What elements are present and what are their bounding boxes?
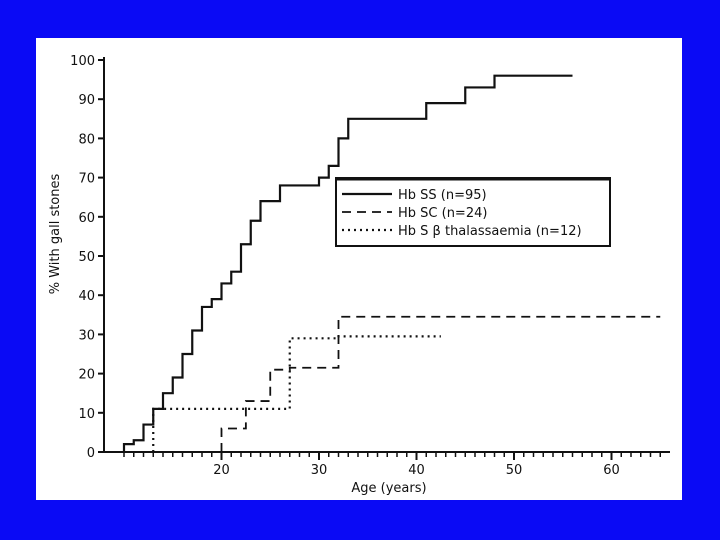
y-tick-label: 70 (78, 172, 95, 187)
x-axis-title: Age (years) (351, 481, 426, 496)
legend-entry: Hb SC (n=24) (398, 206, 487, 221)
legend-entry: Hb S β thalassaemia (n=12) (398, 224, 582, 239)
legend-box (335, 177, 611, 247)
gall-stones-step-chart: 0 10 20 30 40 50 60 70 80 90 100 20 30 40 50 60 Age (yea… (48, 54, 670, 496)
y-tick-label: 60 (78, 211, 95, 226)
y-tick-label: 50 (78, 250, 95, 265)
x-tick-label: 20 (213, 463, 230, 478)
legend-entry: Hb SS (n=95) (398, 188, 487, 203)
y-tick-label: 80 (78, 132, 95, 147)
y-axis-title: % With gall stones (48, 174, 63, 295)
y-tick-label: 30 (78, 328, 95, 343)
y-tick-label: 90 (78, 93, 95, 108)
legend: Hb SS (n=95) Hb SC (n=24) Hb S β thalassae… (335, 177, 611, 247)
axes (98, 57, 670, 460)
x-tick-label: 50 (506, 463, 523, 478)
series-group (122, 74, 661, 452)
y-tick-label: 40 (78, 289, 95, 304)
x-tick-label: 60 (603, 463, 620, 478)
y-tick-label: 20 (78, 368, 95, 383)
series-line-solid (122, 74, 573, 452)
x-tick-label: 30 (311, 463, 328, 478)
y-tick-label: 100 (70, 54, 95, 69)
x-tick-label: 40 (408, 463, 425, 478)
y-tick-label: 10 (78, 407, 95, 422)
series-line-dotted (152, 335, 441, 452)
labels-group: 0 10 20 30 40 50 60 70 80 90 100 20 30 40 50 60 Age (yea… (48, 54, 620, 496)
chart-panel: 0 10 20 30 40 50 60 70 80 90 100 20 30 40 50 60 Age (yea… (36, 38, 682, 500)
series-line-dashed (220, 315, 661, 452)
y-tick-label: 0 (87, 446, 95, 461)
